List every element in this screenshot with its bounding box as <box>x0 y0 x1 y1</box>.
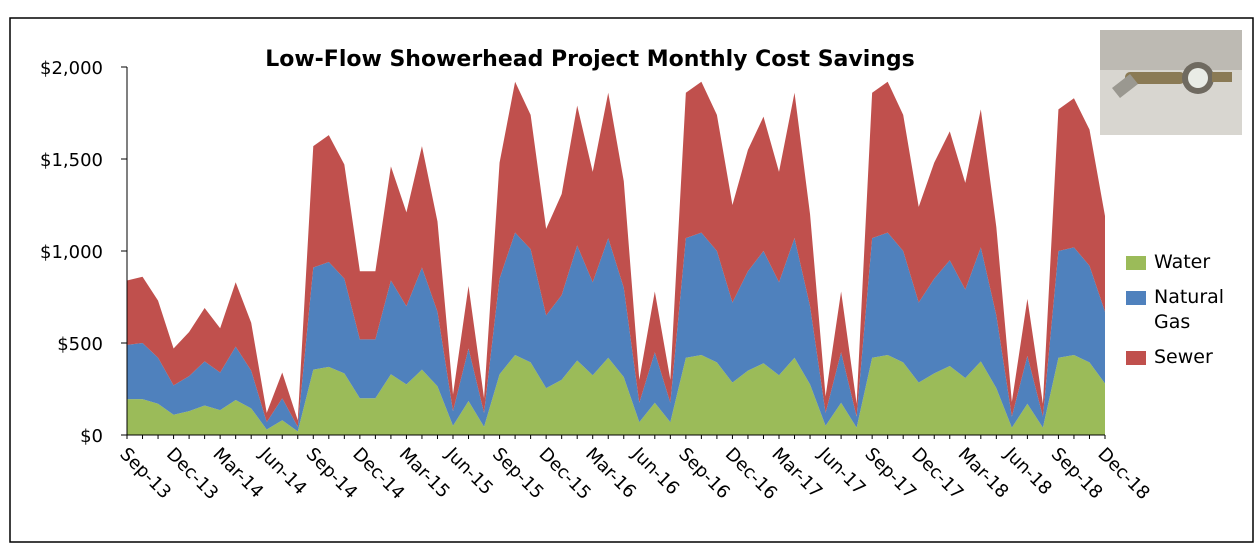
page: Low-Flow Showerhead Project Monthly Cost… <box>0 0 1254 543</box>
legend-item: Natural Gas <box>1126 285 1244 335</box>
photo <box>1100 30 1242 135</box>
legend-label: Natural Gas <box>1154 286 1224 333</box>
legend-item: Sewer <box>1126 345 1244 370</box>
legend-swatch <box>1126 291 1146 305</box>
y-tick-label: $500 <box>57 334 103 355</box>
legend-item: Water <box>1126 250 1244 275</box>
y-tick-label: $1,500 <box>40 150 103 171</box>
legend-label: Sewer <box>1154 346 1213 368</box>
chart: Low-Flow Showerhead Project Monthly Cost… <box>0 0 1254 543</box>
legend-swatch <box>1126 351 1146 365</box>
chart-title: Low-Flow Showerhead Project Monthly Cost… <box>265 47 915 72</box>
legend-label: Water <box>1154 251 1210 273</box>
y-tick-label: $2,000 <box>40 58 103 79</box>
y-tick-label: $0 <box>80 426 103 447</box>
legend-swatch <box>1126 256 1146 270</box>
legend: Water Natural Gas Sewer <box>1126 250 1244 380</box>
y-tick-label: $1,000 <box>40 242 103 263</box>
